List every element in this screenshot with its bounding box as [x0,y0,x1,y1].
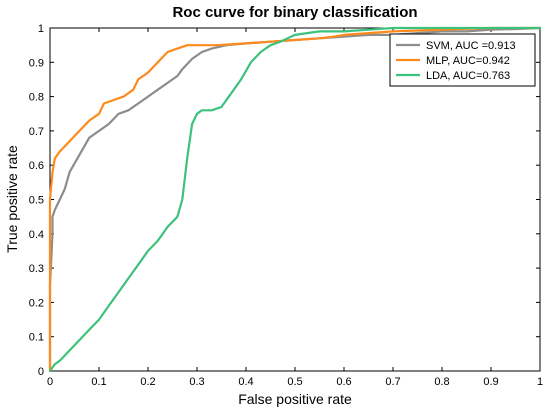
y-axis-label: True positive rate [4,145,20,253]
legend: SVM, AUC =0.913 MLP, AUC=0.942 LDA, AUC=0.… [389,33,536,87]
y-tick-label: 0.3 [29,263,44,275]
x-tick-label: 0.7 [385,376,400,388]
chart-title: Roc curve for binary classification [172,4,417,21]
axis-ticks: 0 0.1 0.2 0.3 0.4 0.5 0.6 0.7 0.8 0.9 1 0 0.1 0.2 0.3 0… [29,23,543,388]
y-tick-label: 0.4 [29,229,44,241]
x-axis-label: False positive rate [238,391,352,407]
x-tick-label: 0.4 [238,376,253,388]
y-tick-label: 0.6 [29,160,44,172]
series-line-2 [48,26,542,373]
x-tick-label: 0 [47,376,53,388]
y-tick-label: 0.7 [29,126,44,138]
y-tick-label: 0 [38,366,44,378]
y-tick-label: 0.8 [29,92,44,104]
series-line-3 [48,26,542,373]
y-tick-label: 0.2 [29,297,44,309]
x-tick-label: 0.3 [189,376,204,388]
x-tick-label: 1 [537,376,543,388]
x-tick-label: 0.2 [140,376,155,388]
x-tick-label: 0.6 [336,376,351,388]
x-tick-label: 0.5 [287,376,302,388]
x-tick-label: 0.8 [434,376,449,388]
legend-label: LDA, AUC=0.763 [426,70,510,82]
y-tick-label: 0.1 [29,332,44,344]
y-tick-label: 0.5 [29,195,44,207]
y-tick-label: 0.9 [29,57,44,69]
legend-label: SVM, AUC =0.913 [426,40,516,52]
x-tick-label: 0.1 [91,376,106,388]
x-tick-label: 0.9 [483,376,498,388]
y-tick-label: 1 [38,23,44,35]
legend-label: MLP, AUC=0.942 [426,55,510,67]
